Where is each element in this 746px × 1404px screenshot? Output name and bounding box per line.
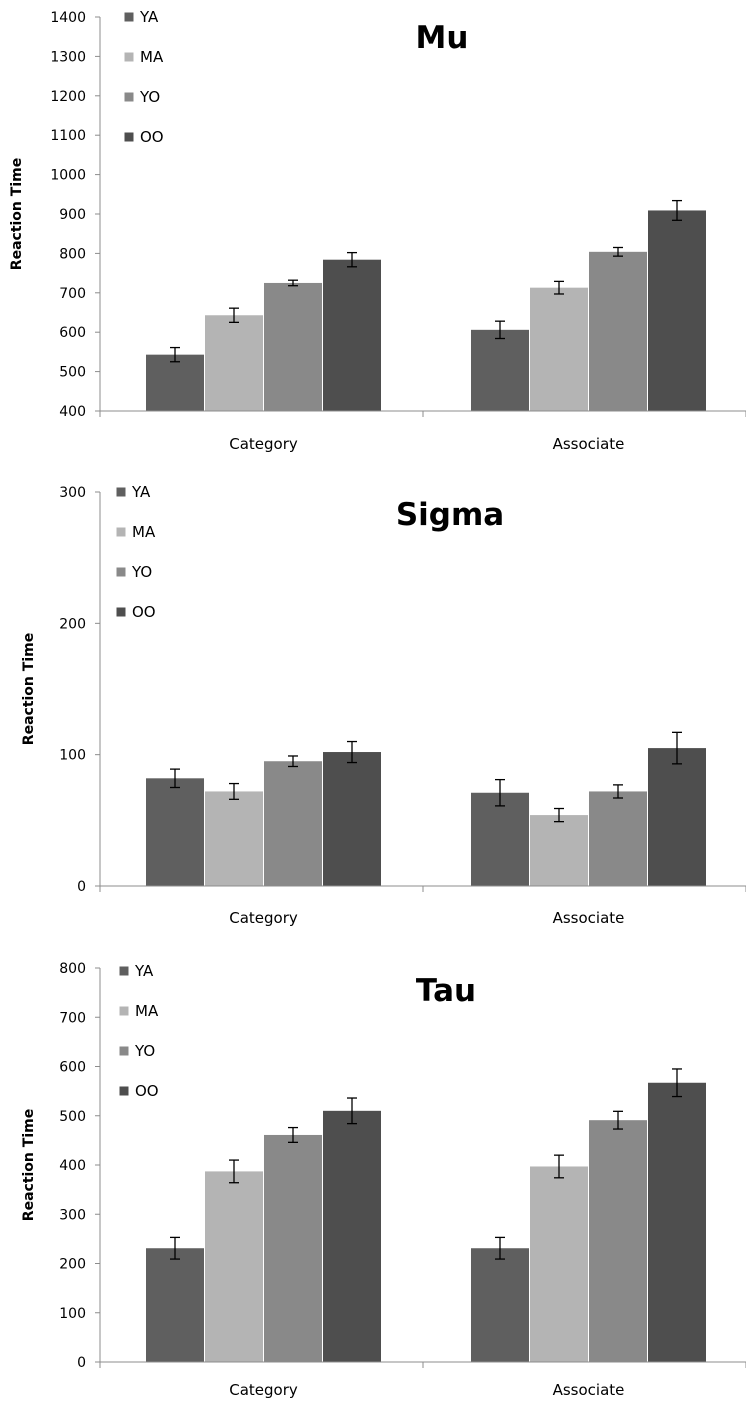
y-tick-label-tau: 0 [77, 1355, 86, 1371]
bar-mu-ma-associate [530, 287, 588, 411]
y-tick-label-sigma: 300 [59, 485, 86, 501]
bar-mu-yo-category [264, 282, 322, 411]
bar-sigma-yo-associate [589, 791, 647, 886]
bar-mu-oo-category [323, 259, 381, 411]
bar-sigma-oo-associate [648, 748, 706, 886]
y-tick-label-tau: 200 [59, 1257, 86, 1273]
legend-label-sigma-yo: YO [131, 563, 152, 581]
y-tick-label-mu: 700 [59, 286, 86, 302]
chart-title-tau: Tau [416, 973, 476, 1009]
legend-swatch-sigma-yo [116, 567, 126, 577]
bar-tau-ma-category [205, 1171, 263, 1362]
bar-mu-ya-associate [471, 329, 529, 411]
legend-label-sigma-ma: MA [132, 523, 156, 541]
bar-mu-ma-category [205, 315, 263, 411]
x-tick-label-sigma: Associate [553, 909, 625, 927]
y-tick-label-mu: 1300 [50, 49, 86, 65]
bar-tau-oo-associate [648, 1082, 706, 1362]
x-tick-label-tau: Associate [553, 1381, 625, 1399]
legend-label-mu-ma: MA [140, 48, 164, 66]
bar-sigma-ya-associate [471, 792, 529, 886]
x-tick-label-sigma: Category [229, 909, 298, 927]
bar-sigma-ya-category [146, 778, 204, 886]
bar-tau-yo-category [264, 1134, 322, 1362]
y-tick-label-mu: 1200 [50, 89, 86, 105]
bar-sigma-ma-category [205, 791, 263, 886]
y-tick-label-sigma: 200 [59, 616, 86, 632]
legend-swatch-mu-yo [124, 92, 134, 102]
y-tick-label-mu: 600 [59, 325, 86, 341]
x-tick-label-mu: Category [229, 435, 298, 453]
legend-swatch-tau-oo [119, 1086, 129, 1096]
legend-label-sigma-oo: OO [132, 603, 156, 621]
legend-label-tau-yo: YO [134, 1042, 155, 1060]
y-tick-label-mu: 800 [59, 246, 86, 262]
chart-title-sigma: Sigma [396, 497, 504, 533]
y-tick-label-tau: 500 [59, 1109, 86, 1125]
legend-swatch-sigma-ma [116, 527, 126, 537]
chart-title-mu: Mu [416, 20, 469, 56]
y-tick-label-tau: 700 [59, 1010, 86, 1026]
bar-tau-yo-associate [589, 1120, 647, 1362]
legend-label-tau-oo: OO [135, 1082, 159, 1100]
y-axis-title-sigma: Reaction Time [21, 633, 37, 745]
y-axis-title-tau: Reaction Time [21, 1109, 37, 1221]
y-tick-label-sigma: 0 [77, 879, 86, 895]
legend-swatch-mu-oo [124, 132, 134, 142]
bar-sigma-ma-associate [530, 815, 588, 886]
legend-label-mu-ya: YA [139, 8, 159, 26]
bar-tau-oo-category [323, 1110, 381, 1362]
legend-swatch-tau-ma [119, 1006, 129, 1016]
y-tick-label-tau: 800 [59, 961, 86, 977]
bar-sigma-oo-category [323, 752, 381, 886]
y-axis-title-mu: Reaction Time [9, 158, 25, 270]
legend-swatch-mu-ma [124, 52, 134, 62]
bar-sigma-yo-category [264, 761, 322, 886]
legend-label-tau-ma: MA [135, 1002, 159, 1020]
bar-mu-oo-associate [648, 210, 706, 411]
legend-swatch-sigma-oo [116, 607, 126, 617]
y-tick-label-mu: 1100 [50, 128, 86, 144]
bar-tau-ma-associate [530, 1166, 588, 1362]
bar-mu-ya-category [146, 354, 204, 411]
legend-label-mu-yo: YO [139, 88, 160, 106]
legend-label-sigma-ya: YA [131, 483, 151, 501]
y-tick-label-mu: 1400 [50, 10, 86, 26]
y-tick-label-sigma: 100 [59, 748, 86, 764]
legend-swatch-tau-yo [119, 1046, 129, 1056]
y-tick-label-tau: 400 [59, 1158, 86, 1174]
y-tick-label-tau: 600 [59, 1060, 86, 1076]
x-tick-label-mu: Associate [553, 435, 625, 453]
bar-tau-ya-category [146, 1248, 204, 1362]
legend-label-tau-ya: YA [134, 962, 154, 980]
y-tick-label-mu: 500 [59, 365, 86, 381]
legend-swatch-tau-ya [119, 966, 129, 976]
x-tick-label-tau: Category [229, 1381, 298, 1399]
y-tick-label-tau: 100 [59, 1306, 86, 1322]
y-tick-label-tau: 300 [59, 1207, 86, 1223]
bar-mu-yo-associate [589, 251, 647, 411]
y-tick-label-mu: 1000 [50, 168, 86, 184]
legend-swatch-mu-ya [124, 12, 134, 22]
legend-label-mu-oo: OO [140, 128, 164, 146]
y-tick-label-mu: 400 [59, 404, 86, 420]
y-tick-label-mu: 900 [59, 207, 86, 223]
legend-swatch-sigma-ya [116, 487, 126, 497]
bar-tau-ya-associate [471, 1248, 529, 1362]
